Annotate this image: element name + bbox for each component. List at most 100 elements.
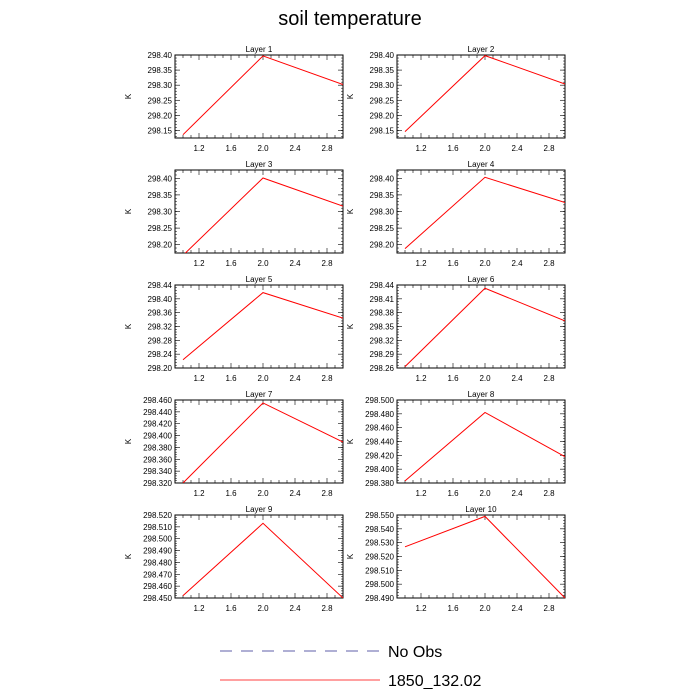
panel-title: Layer 6 — [468, 275, 495, 284]
x-tick-label: 1.6 — [447, 374, 459, 383]
y-tick-label: 298.490 — [365, 594, 394, 603]
panel-title: Layer 4 — [468, 160, 495, 169]
y-tick-label: 298.460 — [143, 396, 172, 405]
x-tick-label: 2.8 — [543, 259, 555, 268]
y-tick-label: 298.28 — [148, 336, 173, 345]
y-tick-label: 298.40 — [370, 174, 395, 183]
plot-frame — [174, 54, 344, 139]
series-line — [404, 515, 565, 598]
panel-layer-1: Layer 1 1.2 1.6 2.0 2.4 2.8 298.15 298.20 298.25… — [124, 45, 344, 153]
x-tick-label: 2.4 — [289, 604, 301, 613]
y-tick-label: 298.540 — [365, 525, 394, 534]
series-line — [404, 55, 565, 133]
y-tick-label: 298.440 — [365, 438, 394, 447]
x-tick-label: 1.6 — [225, 144, 237, 153]
plot-frame — [174, 284, 344, 369]
panel-layer-6: Layer 6 1.2 1.6 2.0 2.4 2.8 298.26 298.29 298.32… — [346, 275, 566, 383]
y-tick-label: 298.40 — [370, 51, 395, 60]
x-tick-label: 2.4 — [289, 374, 301, 383]
x-tick-label: 2.4 — [289, 144, 301, 153]
x-tick-label: 1.6 — [225, 259, 237, 268]
x-tick-label: 1.2 — [415, 144, 427, 153]
series-line — [404, 411, 565, 482]
y-tick-label: 298.30 — [148, 208, 173, 217]
panel-title: Layer 5 — [246, 275, 273, 284]
y-tick-label: 298.380 — [365, 479, 394, 488]
x-tick-label: 1.2 — [193, 144, 205, 153]
y-tick-label: 298.25 — [148, 96, 173, 105]
y-tick-label: 298.500 — [365, 396, 394, 405]
y-tick-label: 298.510 — [143, 523, 172, 532]
x-tick-label: 2.8 — [543, 604, 555, 613]
series-line — [182, 522, 343, 598]
y-tick-label: 298.35 — [148, 66, 173, 75]
y-tick-label: 298.20 — [370, 241, 395, 250]
x-tick-label: 1.6 — [225, 489, 237, 498]
x-tick-label: 2.4 — [511, 489, 523, 498]
y-tick-label: 298.40 — [148, 295, 173, 304]
y-tick-label: 298.15 — [370, 126, 395, 135]
series-line — [182, 55, 343, 136]
legend: No Obs 1850_132.02 — [220, 644, 482, 690]
x-tick-label: 1.2 — [193, 259, 205, 268]
y-tick-label: 298.520 — [143, 511, 172, 520]
panel-layer-2: Layer 2 1.2 1.6 2.0 2.4 2.8 298.15 298.20 298.25… — [346, 45, 566, 153]
y-tick-label: 298.420 — [143, 420, 172, 429]
x-tick-label: 2.4 — [289, 489, 301, 498]
legend-label-1: No Obs — [388, 644, 442, 661]
y-tick-label: 298.400 — [143, 432, 172, 441]
y-tick-label: 298.35 — [148, 191, 173, 200]
y-tick-label: 298.30 — [148, 81, 173, 90]
y-tick-label: 298.15 — [148, 126, 173, 135]
x-tick-label: 1.2 — [415, 489, 427, 498]
x-tick-label: 2.4 — [289, 259, 301, 268]
panel-title: Layer 8 — [468, 390, 495, 399]
series-line — [182, 402, 343, 483]
x-tick-label: 1.6 — [447, 144, 459, 153]
y-tick-label: 298.35 — [370, 191, 395, 200]
y-tick-label: 298.24 — [148, 350, 173, 359]
y-axis-label: K — [346, 93, 355, 99]
y-axis-label: K — [346, 553, 355, 559]
panel-title: Layer 2 — [468, 45, 495, 54]
x-tick-label: 2.8 — [321, 259, 333, 268]
y-tick-label: 298.460 — [143, 582, 172, 591]
y-tick-label: 298.40 — [148, 51, 173, 60]
y-tick-label: 298.35 — [370, 66, 395, 75]
y-tick-label: 298.340 — [143, 467, 172, 476]
plot-frame — [396, 169, 566, 254]
y-tick-label: 298.320 — [143, 479, 172, 488]
y-tick-label: 298.35 — [370, 323, 395, 332]
chart-title: soil temperature — [278, 8, 422, 30]
series-line — [404, 287, 565, 367]
y-tick-label: 298.29 — [370, 350, 395, 359]
y-tick-label: 298.500 — [143, 535, 172, 544]
x-tick-label: 2.8 — [321, 604, 333, 613]
y-axis-label: K — [124, 93, 133, 99]
series-line — [184, 177, 343, 253]
plot-frame — [396, 284, 566, 369]
x-tick-label: 2.8 — [543, 489, 555, 498]
plot-frame — [396, 514, 566, 599]
panel-title: Layer 7 — [246, 390, 273, 399]
x-tick-label: 2.4 — [511, 259, 523, 268]
x-tick-label: 2.8 — [321, 489, 333, 498]
x-tick-label: 1.2 — [415, 374, 427, 383]
x-tick-label: 2.0 — [257, 489, 269, 498]
x-tick-label: 2.8 — [321, 374, 333, 383]
x-tick-label: 1.2 — [415, 604, 427, 613]
x-tick-label: 2.4 — [511, 604, 523, 613]
y-tick-label: 298.450 — [143, 594, 172, 603]
x-tick-label: 1.2 — [415, 259, 427, 268]
panel-layer-10: Layer 10 1.2 1.6 2.0 2.4 2.8 298.490 298.500 298… — [346, 505, 566, 613]
series-line — [404, 176, 565, 250]
y-tick-label: 298.500 — [365, 580, 394, 589]
x-tick-label: 1.2 — [193, 374, 205, 383]
y-axis-label: K — [124, 553, 133, 559]
x-tick-label: 2.8 — [543, 374, 555, 383]
x-tick-label: 2.0 — [257, 259, 269, 268]
plot-frame — [396, 399, 566, 484]
y-tick-label: 298.380 — [143, 443, 172, 452]
legend-label-2: 1850_132.02 — [388, 673, 482, 690]
x-tick-label: 2.0 — [479, 489, 491, 498]
